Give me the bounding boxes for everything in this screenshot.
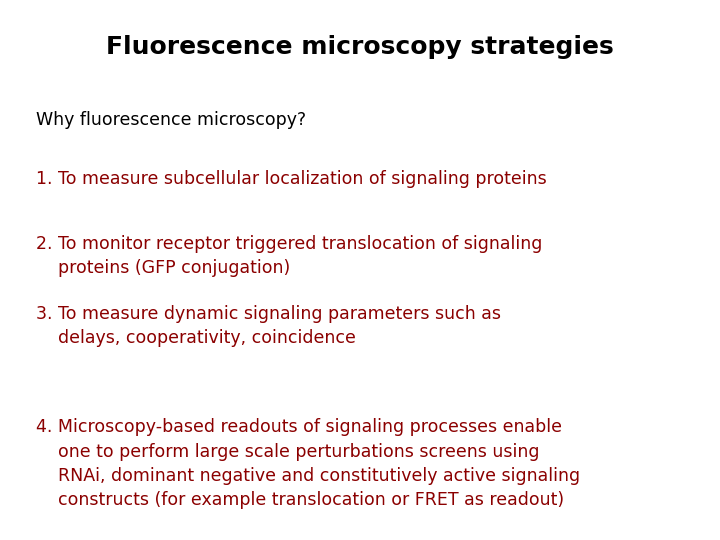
Text: 3. To measure dynamic signaling parameters such as
    delays, cooperativity, co: 3. To measure dynamic signaling paramete… bbox=[36, 305, 501, 347]
Text: 2. To monitor receptor triggered translocation of signaling
    proteins (GFP co: 2. To monitor receptor triggered translo… bbox=[36, 235, 542, 277]
Text: 1. To measure subcellular localization of signaling proteins: 1. To measure subcellular localization o… bbox=[36, 170, 546, 188]
Text: 4. Microscopy-based readouts of signaling processes enable
    one to perform la: 4. Microscopy-based readouts of signalin… bbox=[36, 418, 580, 509]
Text: Fluorescence microscopy strategies: Fluorescence microscopy strategies bbox=[106, 35, 614, 59]
Text: Why fluorescence microscopy?: Why fluorescence microscopy? bbox=[36, 111, 306, 129]
